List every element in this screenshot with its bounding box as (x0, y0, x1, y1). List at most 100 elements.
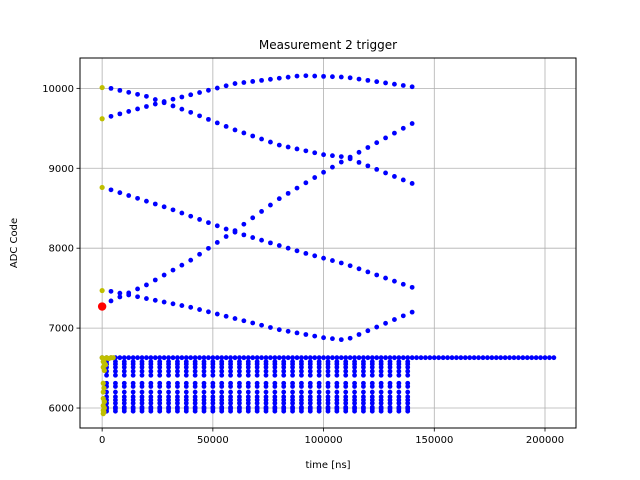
data-point (405, 384, 411, 389)
data-point (405, 389, 411, 395)
data-point (130, 364, 136, 370)
data-point (272, 372, 278, 378)
data-point (121, 389, 127, 395)
data-point (316, 400, 322, 406)
data-point (467, 355, 473, 361)
data-point (197, 307, 202, 312)
data-point (316, 364, 322, 370)
data-point (294, 73, 300, 79)
data-point (268, 76, 273, 82)
data-point (343, 368, 349, 374)
data-point (263, 364, 269, 370)
data-point (126, 292, 132, 298)
data-point (245, 384, 251, 389)
data-point (166, 384, 171, 389)
data-point (152, 201, 158, 207)
data-point (263, 400, 269, 406)
data-point (157, 372, 163, 378)
data-point (219, 364, 225, 370)
data-point (347, 154, 353, 160)
data-point (183, 400, 189, 406)
data-point (294, 248, 300, 254)
data-point (166, 355, 171, 361)
data-point (294, 330, 300, 336)
data-point (285, 328, 291, 334)
data-point (179, 94, 185, 100)
data-point (272, 368, 278, 374)
data-point (192, 368, 198, 374)
data-point (471, 355, 477, 361)
data-point (166, 368, 171, 374)
data-point (139, 389, 145, 395)
data-point (356, 76, 362, 82)
data-point (316, 355, 322, 361)
data-point (250, 215, 256, 221)
data-point (276, 355, 282, 361)
data-point (113, 389, 118, 395)
data-point (387, 368, 393, 374)
data-point (113, 364, 118, 370)
data-point (219, 368, 225, 374)
data-point (157, 355, 163, 361)
x-tick-label: 100000 (304, 435, 342, 446)
data-point (175, 384, 180, 389)
data-point (166, 364, 171, 370)
x-tick-label: 200000 (526, 435, 564, 446)
data-point (126, 355, 132, 361)
data-point (192, 400, 198, 406)
data-point (316, 389, 322, 395)
data-point (272, 400, 278, 406)
data-point (365, 269, 371, 275)
data-point (369, 400, 375, 406)
data-point (392, 81, 397, 87)
data-point (232, 355, 238, 361)
y-axis-label: ADC Code (9, 218, 20, 268)
data-point (166, 372, 171, 378)
data-point (152, 277, 158, 283)
data-point (144, 93, 149, 99)
data-point (170, 96, 176, 102)
data-point (378, 355, 384, 361)
data-point (157, 389, 163, 395)
data-point (210, 368, 216, 374)
data-point (113, 408, 118, 414)
data-point (232, 81, 238, 86)
start-point (101, 399, 107, 405)
data-point (312, 355, 318, 361)
data-point (383, 135, 388, 141)
data-point (250, 355, 256, 361)
data-point (188, 213, 194, 219)
data-point (241, 221, 247, 227)
data-point (290, 389, 295, 395)
data-point (449, 355, 455, 361)
data-point (268, 139, 273, 145)
data-point (272, 408, 278, 414)
data-point (161, 100, 167, 106)
data-point (316, 372, 322, 378)
data-point (356, 266, 362, 272)
data-point (232, 316, 238, 321)
data-point (325, 389, 331, 395)
data-point (547, 355, 552, 361)
data-point (197, 113, 202, 119)
data-point (542, 355, 548, 361)
data-point (290, 400, 295, 406)
data-point (241, 130, 247, 136)
data-point (152, 97, 158, 102)
data-point (352, 368, 357, 374)
data-point (396, 408, 402, 414)
data-point (321, 255, 326, 261)
data-point (476, 355, 481, 361)
data-point (179, 210, 185, 216)
data-point (307, 408, 313, 414)
data-point (237, 372, 242, 378)
data-point (307, 364, 313, 370)
data-point (192, 389, 198, 395)
data-point (316, 368, 322, 374)
data-point (285, 190, 291, 196)
data-point (139, 368, 145, 374)
data-point (206, 309, 211, 315)
data-point (268, 240, 273, 246)
data-point (507, 355, 512, 361)
data-point (325, 372, 331, 378)
